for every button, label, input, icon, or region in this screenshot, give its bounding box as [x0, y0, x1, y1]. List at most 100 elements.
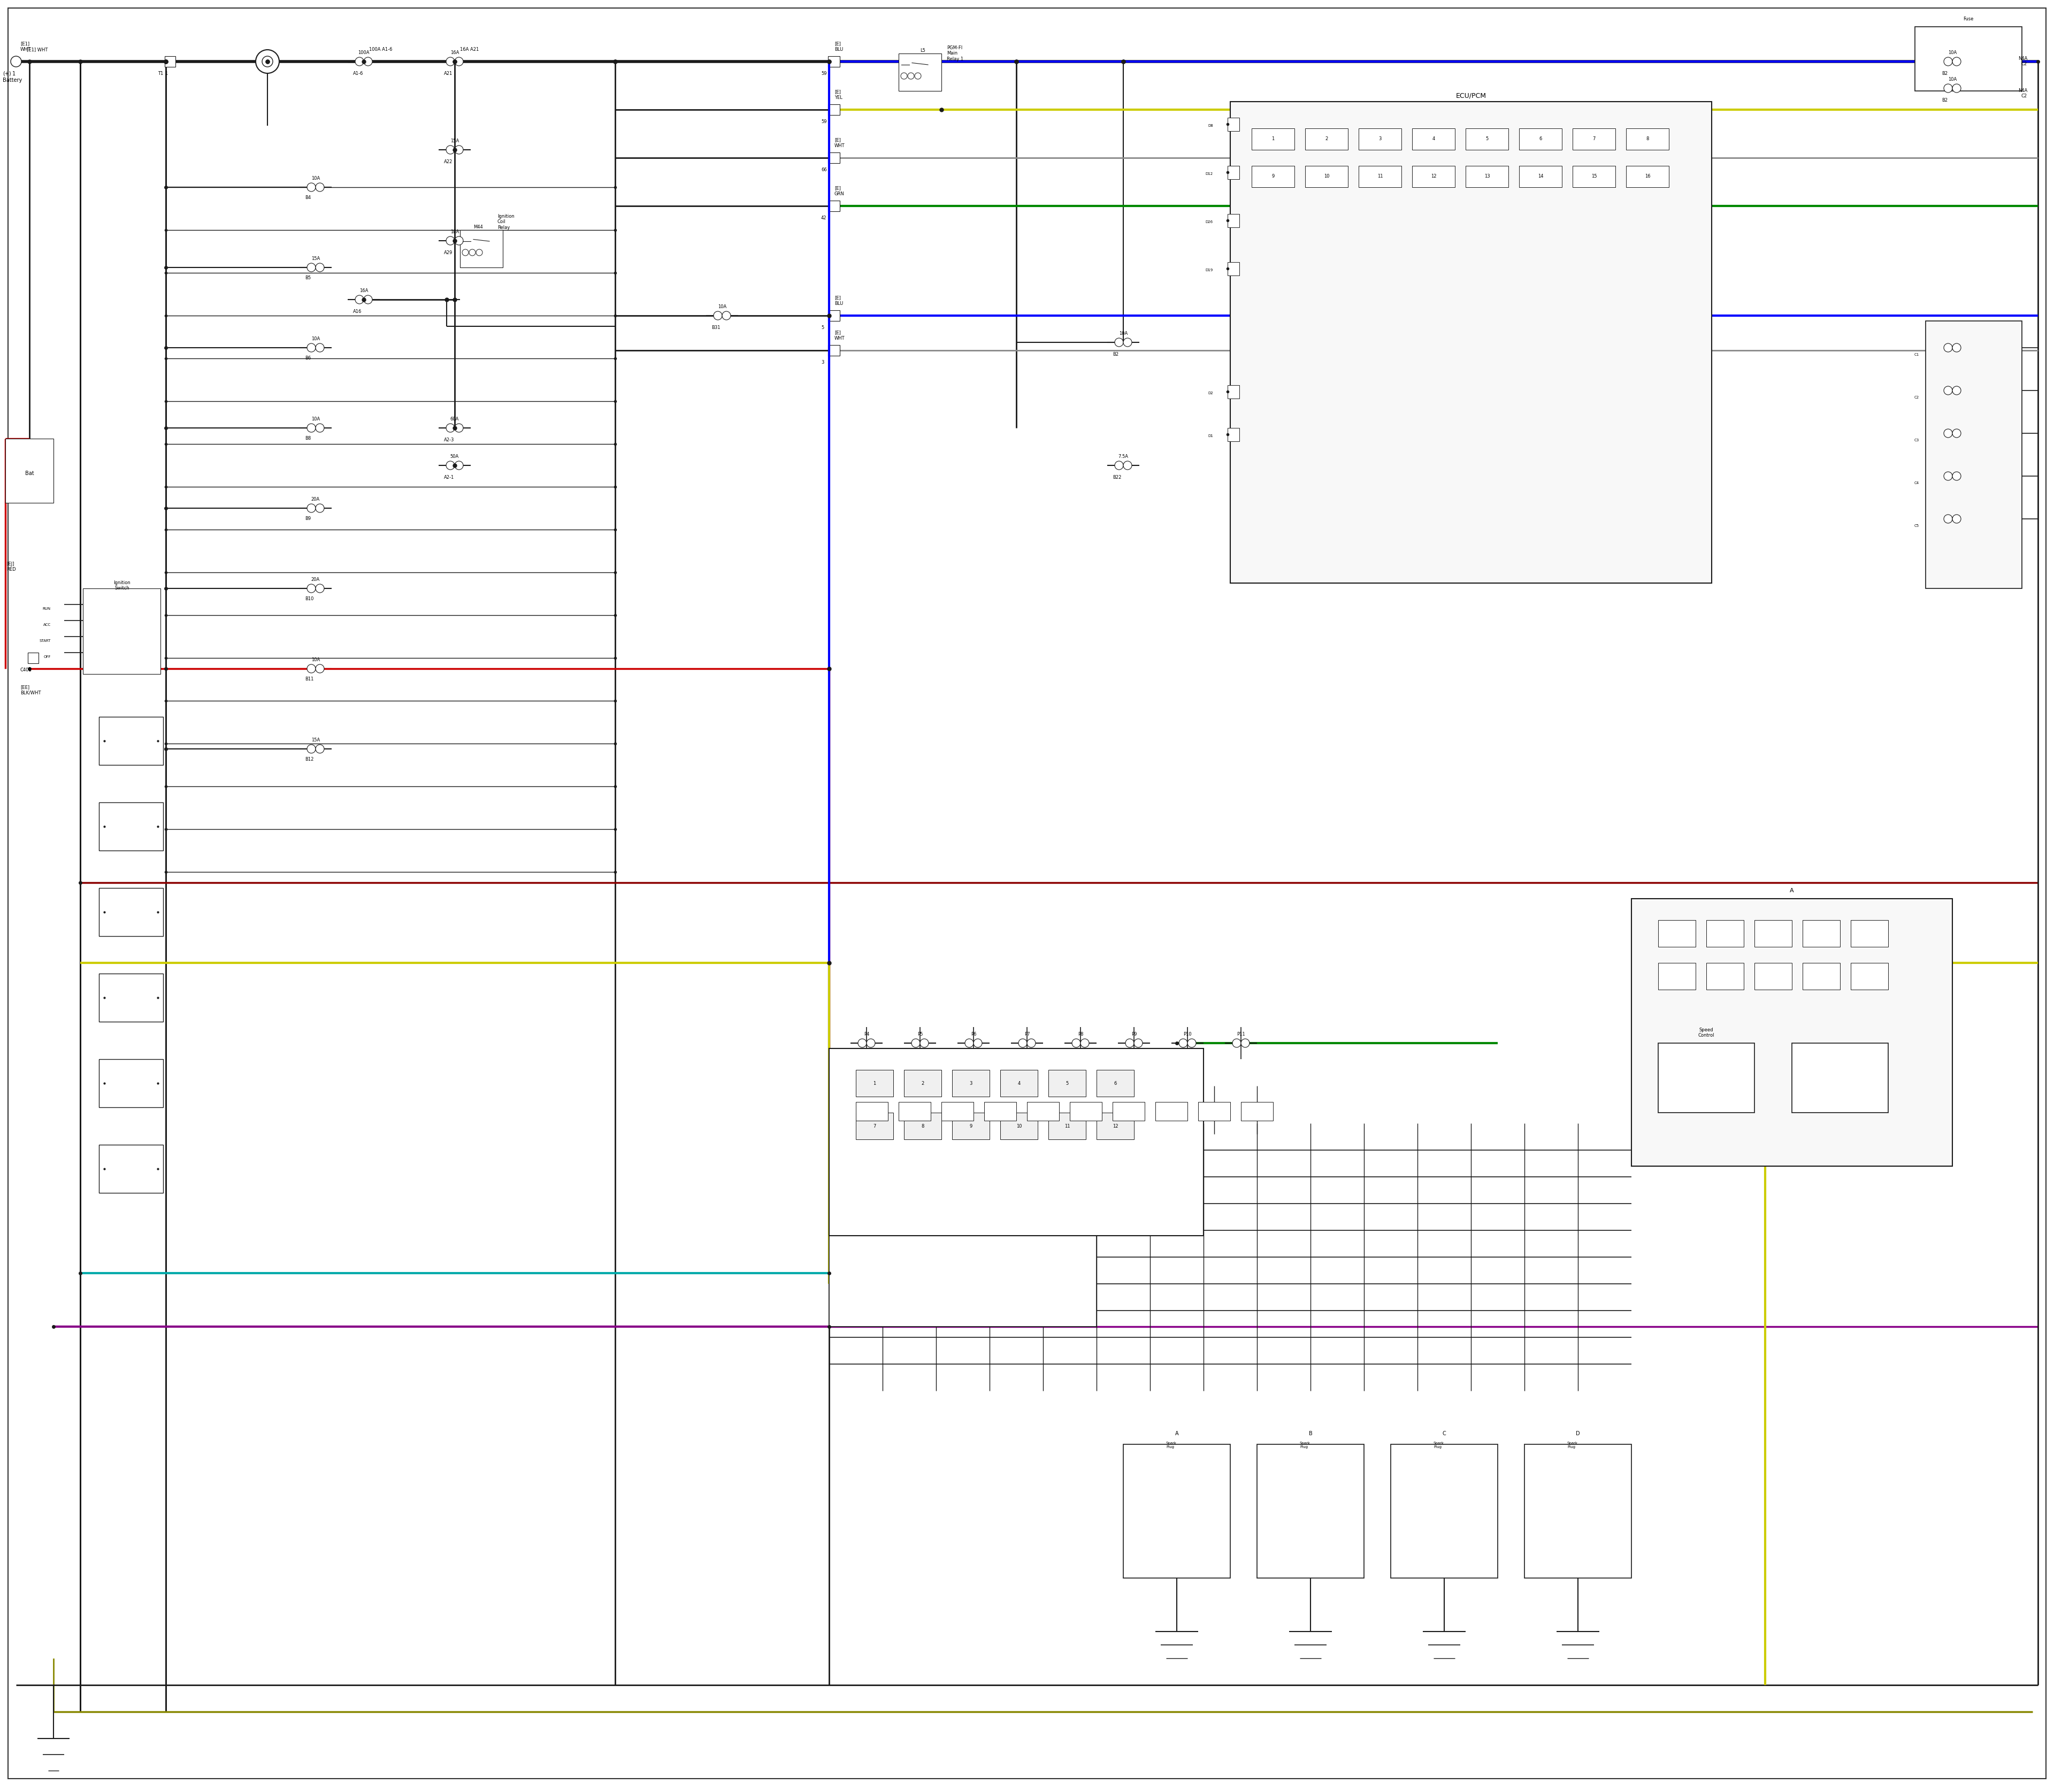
Circle shape: [454, 461, 464, 470]
Circle shape: [316, 745, 325, 753]
Circle shape: [355, 296, 364, 305]
Circle shape: [1080, 1039, 1089, 1047]
Text: [E]
WHT: [E] WHT: [834, 330, 844, 340]
Circle shape: [446, 237, 454, 246]
Text: A16: A16: [353, 310, 362, 314]
Text: 20A: 20A: [312, 496, 320, 502]
Circle shape: [1943, 514, 1953, 523]
Circle shape: [1943, 428, 1953, 437]
Text: [EJ]
RED: [EJ] RED: [6, 561, 16, 572]
Text: B2: B2: [1113, 351, 1119, 357]
Bar: [857, 1070, 893, 1097]
Text: Spark
Plug: Spark Plug: [1167, 1441, 1177, 1448]
Bar: [1658, 1043, 1754, 1113]
Text: 42: 42: [822, 215, 826, 220]
Text: 10A: 10A: [1947, 77, 1957, 82]
Text: ACC: ACC: [43, 624, 51, 627]
Bar: [164, 56, 175, 66]
Text: 1: 1: [29, 668, 31, 672]
Text: C3: C3: [1914, 439, 1918, 443]
Circle shape: [1027, 1039, 1035, 1047]
Text: B6: B6: [304, 357, 310, 360]
Text: B2: B2: [1941, 99, 1947, 102]
Text: 14: 14: [1538, 174, 1543, 179]
Circle shape: [1953, 84, 1962, 93]
Circle shape: [1943, 344, 1953, 351]
Bar: [1097, 1113, 1134, 1140]
Circle shape: [454, 145, 464, 154]
Bar: [828, 310, 840, 321]
Text: B2: B2: [1941, 72, 1947, 75]
Text: [E]
BLU: [E] BLU: [834, 296, 842, 306]
Text: Bat: Bat: [25, 471, 33, 477]
Text: 6: 6: [1538, 136, 1543, 142]
Circle shape: [306, 745, 316, 753]
Circle shape: [316, 183, 325, 192]
Bar: [1791, 1043, 1888, 1113]
Bar: [1658, 919, 1697, 946]
Text: 10A: 10A: [312, 418, 320, 421]
Text: A22: A22: [444, 159, 452, 165]
Bar: [900, 1102, 930, 1120]
Circle shape: [446, 423, 454, 432]
Text: 10A: 10A: [312, 176, 320, 181]
Circle shape: [867, 1039, 875, 1047]
Circle shape: [306, 423, 316, 432]
Text: P4: P4: [865, 1032, 869, 1038]
Bar: [99, 1145, 162, 1193]
Bar: [1467, 167, 1508, 186]
Text: B: B: [1308, 1432, 1313, 1435]
Text: 12: 12: [1432, 174, 1436, 179]
Bar: [1627, 129, 1668, 151]
Circle shape: [446, 57, 454, 66]
Text: P9: P9: [1132, 1032, 1136, 1038]
Bar: [1124, 1444, 1230, 1579]
Text: 10: 10: [1323, 174, 1329, 179]
Circle shape: [316, 263, 325, 272]
Text: A2-3: A2-3: [444, 437, 454, 443]
Circle shape: [1953, 344, 1962, 351]
Circle shape: [306, 344, 316, 351]
Text: [E]
WHT: [E] WHT: [834, 138, 844, 149]
Text: 1: 1: [1271, 136, 1273, 142]
Bar: [1524, 1444, 1631, 1579]
Bar: [99, 1059, 162, 1107]
Circle shape: [1072, 1039, 1080, 1047]
Circle shape: [364, 57, 372, 66]
Bar: [1851, 919, 1888, 946]
Text: START: START: [39, 640, 51, 643]
Text: C: C: [1442, 1432, 1446, 1435]
Bar: [1413, 167, 1454, 186]
Bar: [1391, 1444, 1497, 1579]
Bar: [82, 588, 160, 674]
Bar: [941, 1102, 974, 1120]
Text: 4: 4: [1017, 1081, 1021, 1086]
Bar: [1228, 213, 1239, 228]
Text: A: A: [1789, 889, 1793, 894]
Text: 59: 59: [822, 120, 826, 124]
Text: 1: 1: [873, 1081, 875, 1086]
Bar: [1197, 1102, 1230, 1120]
Bar: [1251, 129, 1294, 151]
Text: 9: 9: [1271, 174, 1273, 179]
Circle shape: [1019, 1039, 1027, 1047]
Bar: [953, 1070, 990, 1097]
Circle shape: [454, 237, 464, 246]
Text: 20A: 20A: [312, 577, 320, 582]
Text: 7: 7: [873, 1124, 875, 1129]
Text: 100A A1-6: 100A A1-6: [370, 47, 392, 52]
Bar: [830, 1048, 1204, 1236]
Text: C1: C1: [1914, 353, 1918, 357]
Text: RUN: RUN: [43, 607, 51, 611]
Bar: [1914, 27, 2021, 91]
Circle shape: [468, 249, 477, 256]
Bar: [904, 1113, 941, 1140]
Text: D19: D19: [1206, 269, 1214, 272]
Text: Fuse: Fuse: [1964, 16, 1974, 22]
Text: A2-1: A2-1: [444, 475, 454, 480]
Text: 4: 4: [1432, 136, 1436, 142]
Bar: [29, 652, 39, 663]
Text: 10A: 10A: [312, 337, 320, 340]
Circle shape: [316, 665, 325, 674]
Text: 16A A21: 16A A21: [460, 47, 479, 52]
